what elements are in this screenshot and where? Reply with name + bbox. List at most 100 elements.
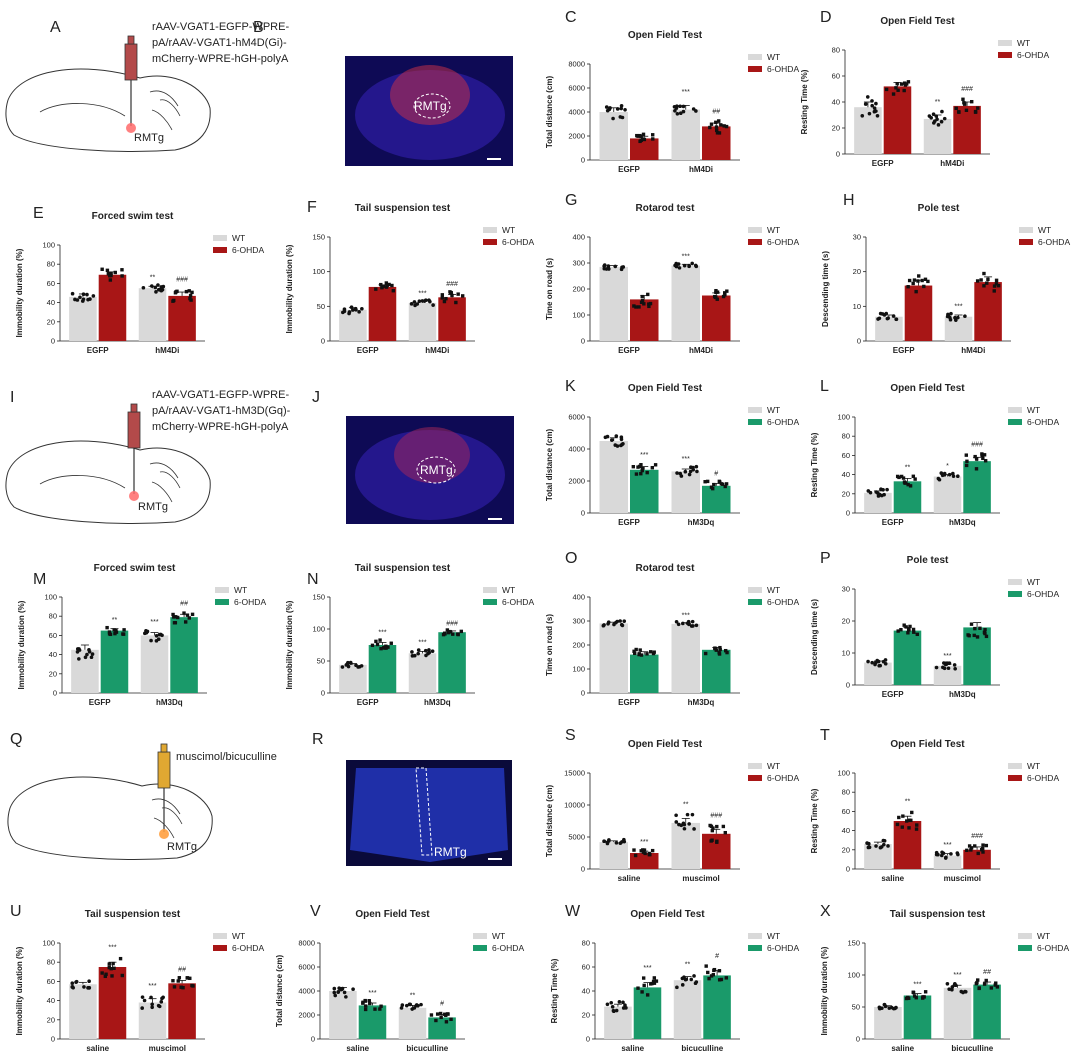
data-point [940, 850, 944, 855]
data-point [647, 852, 652, 857]
legend-label: WT [1017, 38, 1030, 48]
data-point [434, 1018, 438, 1023]
data-point [632, 649, 636, 654]
data-point [712, 968, 716, 973]
bar [943, 987, 972, 1039]
y-axis-label: Immobility duration (%) [820, 946, 829, 1035]
bar [140, 635, 169, 693]
data-point [894, 86, 898, 90]
data-point [876, 659, 881, 664]
data-point [922, 284, 926, 289]
data-point [638, 648, 642, 652]
data-point [449, 1017, 453, 1021]
chart-panel-g: G Rotarod test 0 100 200 300 400 Time on road (… [545, 192, 799, 355]
data-point [982, 284, 986, 288]
data-point [955, 851, 960, 855]
data-point [647, 302, 651, 306]
significance-marker: *** [368, 990, 376, 997]
data-point [354, 663, 358, 668]
panel-label-a: A [50, 19, 61, 36]
y-tick-label: 0 [581, 337, 585, 346]
data-point [877, 1006, 882, 1011]
y-tick-label: 8000 [568, 60, 585, 69]
data-point [874, 844, 878, 848]
chart-title: Open Field Test [630, 909, 705, 920]
bar [358, 1005, 387, 1039]
data-point [652, 650, 656, 654]
bar [875, 316, 903, 341]
data-point [378, 638, 382, 642]
panel-label: K [565, 378, 576, 395]
data-point [428, 299, 432, 304]
data-point [894, 317, 898, 322]
data-point [886, 844, 890, 848]
virus-line-2: pA/rAAV-VGAT1-hM3D(Gq)- [152, 405, 291, 417]
data-point [361, 1000, 365, 1004]
y-axis-label: Total distance (cm) [545, 429, 554, 502]
data-point [902, 81, 907, 85]
data-point [651, 133, 655, 137]
y-tick-label: 50 [852, 1003, 860, 1012]
data-point [423, 298, 428, 302]
legend-swatch [1018, 933, 1032, 939]
data-point [682, 975, 686, 979]
data-point [149, 995, 153, 1000]
chart-title: Tail suspension test [355, 203, 451, 214]
data-point [636, 465, 640, 469]
data-point [915, 632, 919, 637]
legend-label: 6-OHDA [1017, 50, 1049, 60]
data-point [357, 310, 361, 314]
data-point [639, 849, 643, 853]
legend-label: 6-OHDA [502, 237, 534, 247]
data-point [379, 646, 383, 651]
rmtg-outline [413, 93, 451, 119]
bar [604, 1006, 632, 1039]
x-tick-label: hM3Dq [688, 518, 715, 527]
data-point [897, 475, 901, 480]
data-point [187, 616, 191, 620]
data-point [874, 660, 878, 665]
data-point [185, 976, 190, 980]
legend-swatch [748, 54, 762, 60]
data-point [691, 624, 695, 628]
x-tick-label: bicuculline [951, 1044, 993, 1053]
y-tick-label: 2000 [568, 477, 585, 486]
data-point [707, 976, 711, 981]
legend-swatch [998, 40, 1012, 46]
data-point [621, 265, 626, 269]
data-point [159, 1000, 164, 1004]
data-point [882, 839, 887, 843]
data-point [351, 308, 355, 312]
data-point [932, 121, 936, 125]
chart-panel-v: V Open Field Test 0 2000 4000 6000 8000 Total d… [275, 903, 524, 1053]
bar [329, 991, 357, 1039]
x-tick-label: hM3Dq [949, 690, 976, 699]
y-axis-label: Resting Time (%) [550, 958, 559, 1023]
data-point [982, 630, 987, 635]
panel-label: H [843, 192, 855, 209]
data-point [946, 666, 951, 671]
data-point [111, 961, 115, 966]
y-tick-label: 20 [842, 617, 850, 626]
virus-line-1: rAAV-VGAT1-EGFP-WPRE- [152, 389, 289, 401]
data-point [923, 990, 928, 994]
syringe-plunger [160, 743, 168, 753]
data-point [360, 306, 364, 311]
data-point [935, 117, 939, 122]
data-point [172, 621, 177, 625]
data-point [712, 482, 716, 487]
significance-marker: *** [643, 965, 651, 972]
data-point [107, 630, 112, 634]
scale-bar [487, 158, 501, 160]
x-tick-label: EGFP [87, 346, 109, 355]
data-point [114, 628, 118, 633]
data-point [171, 299, 175, 303]
data-point [680, 983, 685, 987]
data-point [884, 311, 889, 316]
data-point [349, 305, 354, 310]
data-point [689, 977, 694, 982]
data-point [621, 1000, 625, 1005]
data-point [156, 283, 160, 287]
data-point [379, 1004, 383, 1008]
